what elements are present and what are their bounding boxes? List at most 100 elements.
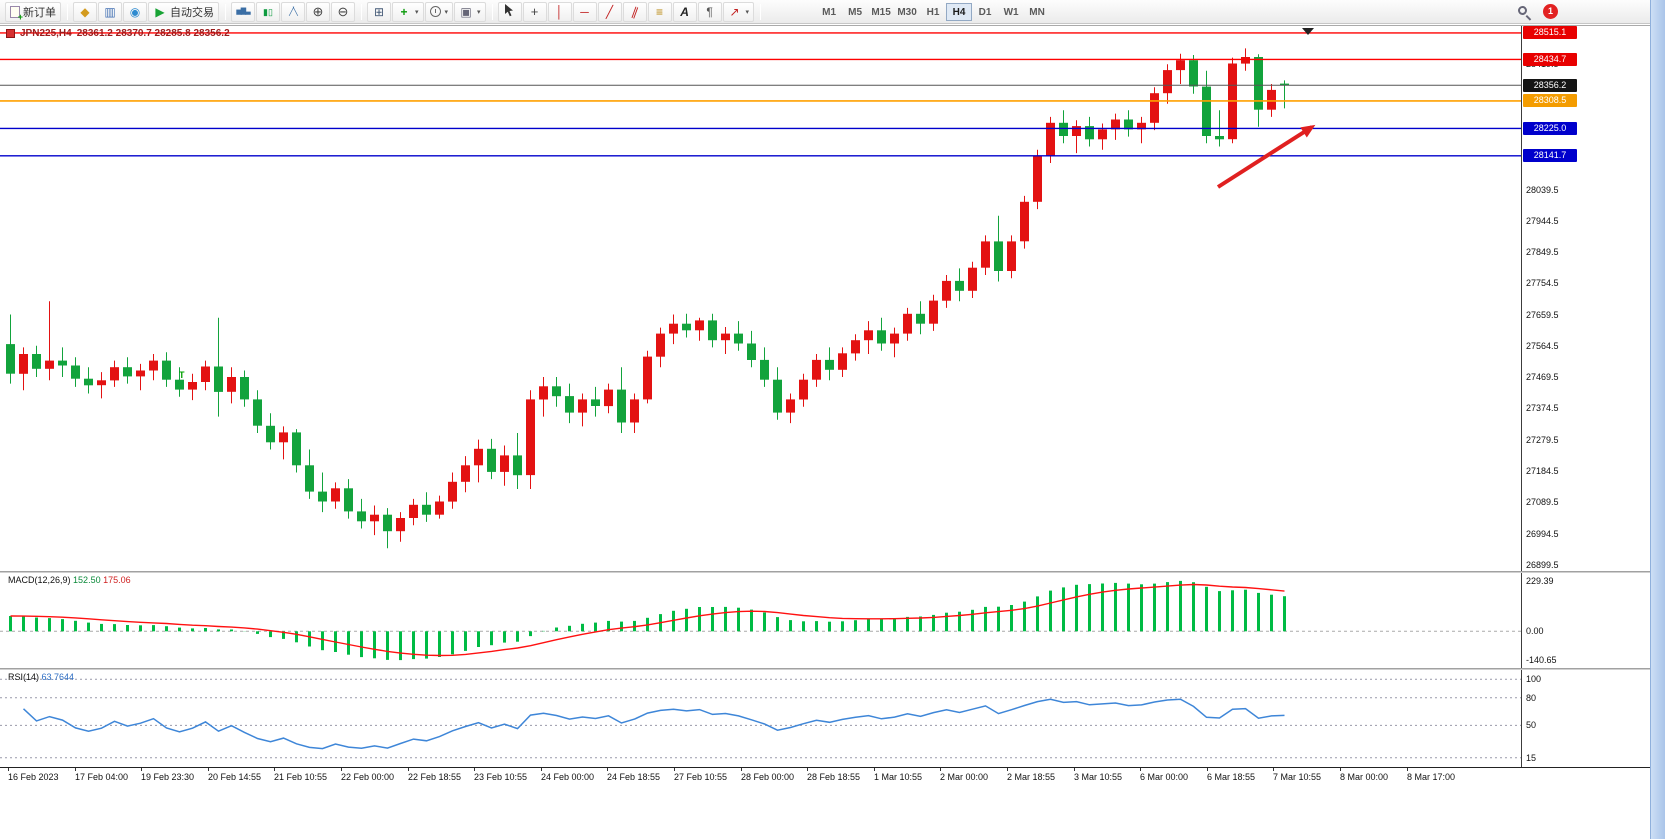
arrows-tool-button[interactable]: ↗ ▾ (722, 1, 755, 22)
timeframe-d1[interactable]: D1 (978, 6, 992, 18)
time-axis-label: 16 Feb 2023 (8, 772, 59, 782)
candle-body (84, 378, 93, 386)
channel-icon: ∥ (629, 3, 640, 20)
fibonacci-tool-button[interactable]: ≡ (647, 1, 672, 22)
candle-body (188, 382, 197, 390)
rsi-panel[interactable] (0, 670, 1521, 767)
trade-marker[interactable]: T (179, 370, 185, 380)
candle-body (305, 465, 314, 492)
timeframe-m1[interactable]: M1 (822, 6, 837, 18)
candle-body (318, 491, 327, 502)
line-chart-button[interactable]: ╱╲ (281, 1, 305, 22)
horizontal-line-icon: ─ (580, 4, 589, 19)
price-chart[interactable]: T (0, 26, 1521, 571)
macd-axis[interactable]: 229.39 0.00 -140.65 (1522, 573, 1612, 668)
panel-separator[interactable] (0, 571, 1650, 573)
autotrading-label: 自动交易 (170, 6, 214, 19)
timeframe-mn[interactable]: MN (1029, 6, 1045, 18)
candle-body (630, 399, 639, 423)
autotrading-button[interactable]: ▶ 自动交易 (148, 1, 219, 22)
candle-body (604, 389, 613, 407)
price-axis-label: 27089.5 (1526, 497, 1559, 507)
candle-body (1176, 60, 1185, 71)
vertical-line-tool-button[interactable]: │ (547, 1, 572, 22)
zoom-in-button[interactable]: ⊕ (306, 1, 330, 22)
timeframe-m30[interactable]: M30 (897, 6, 917, 18)
text-icon: A (680, 4, 689, 19)
candle-body (19, 354, 28, 374)
price-tag: 28434.7 (1523, 53, 1577, 66)
chart-shift-marker[interactable] (1302, 28, 1314, 35)
window-scrollbar[interactable] (1650, 0, 1665, 839)
crosshair-tool-button[interactable]: + (522, 1, 547, 22)
bar-chart-button[interactable]: ▅▇▃ (231, 1, 255, 22)
panel-separator[interactable] (0, 668, 1650, 670)
arrow-annotation[interactable] (1216, 120, 1319, 189)
price-axis-label: 27659.5 (1526, 310, 1559, 320)
trendline-tool-button[interactable]: ╱ (597, 1, 622, 22)
price-tag: 28356.2 (1523, 79, 1577, 92)
chevron-down-icon: ▾ (477, 8, 481, 16)
market-watch-button[interactable]: ◆ (73, 1, 97, 22)
macd-signal-line (10, 583, 1285, 657)
time-axis-label: 1 Mar 10:55 (874, 772, 923, 782)
time-axis-tick (674, 768, 675, 771)
candle-body (6, 344, 15, 374)
candle-body (435, 501, 444, 515)
time-axis-tick (1007, 768, 1008, 771)
price-axis-label: 27374.5 (1526, 403, 1559, 413)
macd-signal-value: 175.06 (103, 575, 131, 585)
template-button[interactable]: ▣ ▾ (454, 1, 486, 22)
timeframe-w1[interactable]: W1 (1003, 6, 1019, 18)
rsi-axis-label: 50 (1526, 720, 1537, 730)
macd-label: MACD(12,26,9) 152.50 175.06 (8, 575, 131, 585)
candle-body (682, 323, 691, 331)
search-icon[interactable] (1518, 6, 1527, 15)
time-axis-label: 22 Feb 00:00 (341, 772, 395, 782)
candle-body (240, 377, 249, 400)
cursor-tool-button[interactable] (497, 1, 522, 22)
timeframe-bar: M1 M5 M15 M30 H1 H4 D1 W1 MN (816, 2, 1050, 21)
price-axis-label: 27944.5 (1526, 216, 1559, 226)
candle-body (279, 432, 288, 443)
candle-body (136, 370, 145, 377)
timeframe-h1[interactable]: H1 (926, 6, 940, 18)
label-tool-button[interactable]: ¶ (697, 1, 722, 22)
zoom-out-button[interactable]: ⊖ (331, 1, 355, 22)
candle-body (175, 379, 184, 390)
candle-body (45, 360, 54, 369)
candle-body (1046, 122, 1055, 156)
timeframe-h4[interactable]: H4 (946, 2, 973, 21)
time-axis-tick (408, 768, 409, 771)
navigator-button[interactable]: ◉ (123, 1, 147, 22)
arrow-icon: ↗ (729, 4, 740, 19)
label-icon: ¶ (706, 4, 713, 19)
macd-panel[interactable] (0, 573, 1521, 668)
candle-body (1124, 119, 1133, 130)
rsi-axis[interactable]: 100 80 50 15 (1522, 670, 1612, 767)
candle-body (1085, 126, 1094, 140)
candlestick-chart-button[interactable]: ▮▯ (256, 1, 280, 22)
horizontal-line-tool-button[interactable]: ─ (572, 1, 597, 22)
data-window-button[interactable]: ▥ (98, 1, 122, 22)
text-tool-button[interactable]: A (672, 1, 697, 22)
time-axis-label: 20 Feb 14:55 (208, 772, 262, 782)
time-axis-tick (940, 768, 941, 771)
candle-body (617, 389, 626, 423)
candle-body (1202, 86, 1211, 136)
tile-windows-button[interactable]: ⊞ (367, 1, 391, 22)
channel-tool-button[interactable]: ∥ (622, 1, 647, 22)
new-order-button[interactable]: 新订单 (5, 1, 61, 22)
price-axis[interactable]: 28419.528039.527944.527849.527754.527659… (1522, 26, 1612, 571)
timeframe-m15[interactable]: M15 (871, 6, 891, 18)
new-chart-button[interactable]: + ▾ (392, 1, 424, 22)
price-axis-label: 27849.5 (1526, 247, 1559, 257)
crosshair-icon: + (530, 3, 539, 19)
notification-badge[interactable]: 1 (1543, 4, 1558, 19)
time-axis[interactable]: 16 Feb 2023 17 Feb 04:00 19 Feb 23:30 20 Fe… (0, 768, 1650, 786)
period-button[interactable]: ▾ (424, 1, 454, 22)
time-axis-label: 3 Mar 10:55 (1074, 772, 1123, 782)
rsi-value: 63.7644 (41, 672, 75, 682)
time-axis-tick (1207, 768, 1208, 771)
timeframe-m5[interactable]: M5 (848, 6, 863, 18)
